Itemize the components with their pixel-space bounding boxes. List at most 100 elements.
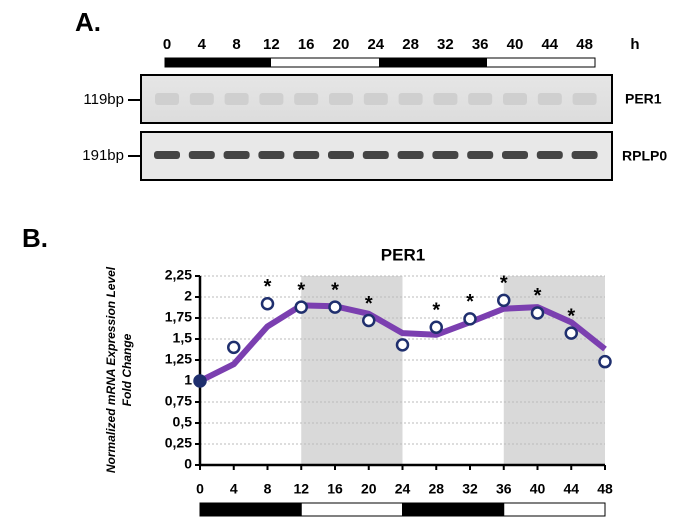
band	[398, 151, 424, 159]
time-label: 44	[541, 36, 558, 53]
y-tick-label: 2,25	[165, 267, 192, 283]
time-label: 16	[298, 36, 315, 53]
band	[258, 151, 284, 159]
data-point	[296, 302, 307, 313]
unit-label: h	[630, 36, 639, 53]
band	[225, 93, 249, 105]
significance-marker: *	[297, 279, 305, 301]
x-tick-label: 20	[361, 481, 377, 497]
band	[503, 93, 527, 105]
data-point	[195, 376, 206, 387]
data-point	[465, 313, 476, 324]
band	[502, 151, 528, 159]
significance-marker: *	[331, 279, 339, 301]
band	[189, 151, 215, 159]
time-label: 20	[333, 36, 350, 53]
chart-title: PER1	[381, 245, 425, 264]
significance-marker: *	[432, 300, 440, 322]
band	[154, 151, 180, 159]
time-label: 40	[507, 36, 524, 53]
band	[259, 93, 283, 105]
band	[363, 151, 389, 159]
band	[538, 93, 562, 105]
band	[572, 151, 598, 159]
figure: A. h 119bp 191bp PER1 RPLP0 B. PER1 Norm…	[0, 0, 680, 517]
data-point	[498, 295, 509, 306]
significance-marker: *	[534, 285, 542, 307]
data-point	[532, 307, 543, 318]
light-dark-bar	[165, 58, 595, 67]
band	[432, 151, 458, 159]
x-tick-label: 48	[597, 481, 613, 497]
data-point	[397, 339, 408, 350]
time-label: 0	[163, 36, 171, 53]
significance-marker: *	[567, 305, 575, 327]
shaded-region	[504, 276, 605, 465]
data-point	[431, 322, 442, 333]
x-tick-label: 28	[428, 481, 444, 497]
data-point	[600, 356, 611, 367]
gene-label: PER1	[625, 91, 662, 107]
y-tick-label: 0,75	[165, 393, 192, 409]
data-point	[566, 328, 577, 339]
x-tick-label: 8	[264, 481, 272, 497]
y-tick-label: 0,5	[173, 414, 193, 430]
x-tick-label: 4	[230, 481, 238, 497]
y-tick-label: 1	[184, 372, 192, 388]
significance-marker: *	[365, 293, 373, 315]
time-label: 48	[576, 36, 593, 53]
data-point	[228, 342, 239, 353]
y-tick-label: 0	[184, 456, 192, 472]
data-point	[262, 298, 273, 309]
y-axis-title: Normalized mRNA Expression Level Fold Ch…	[104, 266, 134, 473]
data-point	[330, 302, 341, 313]
y-tick-label: 1,25	[165, 351, 192, 367]
time-label: 8	[232, 36, 240, 53]
time-label: 4	[198, 36, 207, 53]
significance-marker: *	[500, 273, 508, 295]
x-tick-label: 24	[395, 481, 411, 497]
time-label: 28	[402, 36, 419, 53]
x-tick-label: 12	[293, 481, 309, 497]
time-label: 32	[437, 36, 454, 53]
band	[573, 93, 597, 105]
band	[329, 93, 353, 105]
band	[155, 93, 179, 105]
significance-marker: *	[466, 291, 474, 313]
band	[537, 151, 563, 159]
y-tick-label: 1,75	[165, 309, 192, 325]
y-axis-title-line: Fold Change	[120, 333, 134, 406]
x-tick-label: 0	[196, 481, 204, 497]
significance-marker: *	[264, 276, 272, 298]
time-label: 24	[367, 36, 384, 53]
y-axis-title-line: Normalized mRNA Expression Level	[104, 266, 118, 473]
x-tick-label: 36	[496, 481, 512, 497]
y-tick-label: 2	[184, 288, 192, 304]
size-label: 191bp	[82, 147, 124, 164]
band	[364, 93, 388, 105]
light-phase	[504, 503, 605, 516]
data-point	[363, 315, 374, 326]
band	[433, 93, 457, 105]
light-phase	[301, 503, 402, 516]
x-tick-label: 32	[462, 481, 478, 497]
band	[224, 151, 250, 159]
x-tick-label: 40	[530, 481, 546, 497]
x-tick-label: 16	[327, 481, 343, 497]
time-label: 12	[263, 36, 280, 53]
band	[399, 93, 423, 105]
y-tick-label: 1,5	[173, 330, 193, 346]
time-label: 36	[472, 36, 489, 53]
x-tick-label: 44	[563, 481, 579, 497]
band	[294, 93, 318, 105]
band	[468, 93, 492, 105]
band	[190, 93, 214, 105]
band	[328, 151, 354, 159]
panel-label: B.	[22, 223, 48, 253]
band	[467, 151, 493, 159]
band	[293, 151, 319, 159]
y-tick-label: 0,25	[165, 435, 192, 451]
gene-label: RPLP0	[622, 148, 667, 164]
size-label: 119bp	[83, 91, 124, 108]
panel-label: A.	[75, 7, 101, 37]
